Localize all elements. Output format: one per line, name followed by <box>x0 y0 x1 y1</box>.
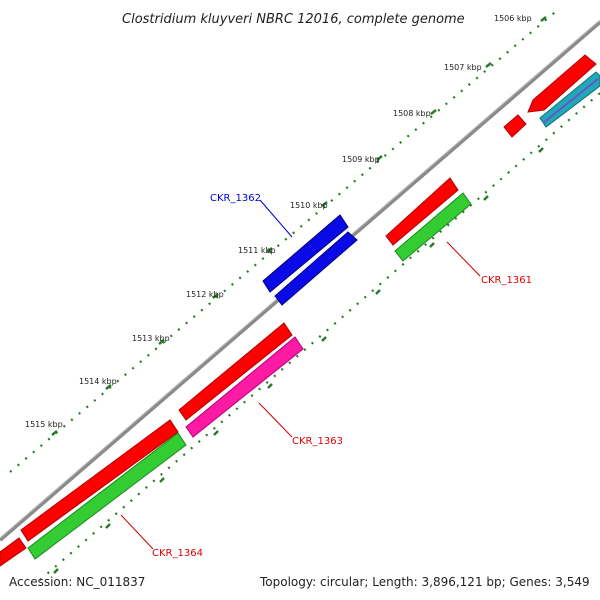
ruler-tick <box>105 384 112 390</box>
inner-ruler-major-ticks <box>53 147 544 574</box>
ruler-tick <box>321 336 327 342</box>
gene-arrow[interactable] <box>0 537 27 567</box>
gene-label-leader <box>258 402 293 438</box>
ruler-tick <box>158 339 165 345</box>
gene-label[interactable]: CKR_1364 <box>152 548 203 559</box>
tick-label: 1511 kbp <box>238 246 276 255</box>
gene-arrow[interactable] <box>185 336 304 438</box>
gene-label[interactable]: CKR_1363 <box>292 436 343 447</box>
tick-label: 1514 kbp <box>79 377 117 386</box>
gene-arrow[interactable] <box>274 231 358 306</box>
ruler-tick <box>430 109 437 115</box>
gene-ckr-1361[interactable]: CKR_1361 <box>385 177 532 286</box>
genome-summary-text: Topology: circular; Length: 3,896,121 bp… <box>259 575 590 589</box>
ruler-tick <box>53 568 59 574</box>
tick-label: 1507 kbp <box>444 63 482 72</box>
gene-partial-bottom-left[interactable] <box>0 537 27 567</box>
ruler-tick <box>540 16 547 22</box>
accession-text: Accession: NC_011837 <box>9 575 145 589</box>
gene-arrow[interactable] <box>385 177 459 246</box>
gene-ckr-1363[interactable]: CKR_1363 <box>178 322 343 447</box>
tick-label: 1512 kbp <box>186 290 224 299</box>
gene-arrow[interactable] <box>394 192 472 262</box>
ruler-tick <box>483 195 489 201</box>
tick-label: 1513 kbp <box>132 334 170 343</box>
gene-label-leader <box>259 199 293 238</box>
ruler-tick <box>376 155 383 161</box>
ruler-tick <box>213 430 219 436</box>
ruler-tick <box>51 430 58 436</box>
gene-label[interactable]: CKR_1361 <box>481 275 532 286</box>
outer-ruler-major-ticks <box>51 16 547 436</box>
gene-arrow[interactable] <box>503 114 527 138</box>
outer-ruler-dots <box>9 7 561 473</box>
gene-arrow[interactable] <box>178 322 293 421</box>
gene-label-leader <box>446 241 481 277</box>
gene-cluster-top-right[interactable] <box>503 54 600 138</box>
tick-label: 1509 kbp <box>342 155 380 164</box>
ruler-tick <box>429 242 435 248</box>
tick-label: 1510 kbp <box>290 201 328 210</box>
gene-arrow[interactable] <box>527 54 597 113</box>
gene-arrow[interactable] <box>262 214 349 293</box>
ruler-tick <box>485 62 492 68</box>
gene-arrow[interactable] <box>27 432 187 560</box>
gene-ckr-1364[interactable]: CKR_1364 <box>20 419 203 560</box>
inner-ruler <box>39 92 600 581</box>
ruler-tick <box>375 289 381 295</box>
ruler-tick <box>321 201 328 207</box>
gene-arrow[interactable] <box>20 419 179 542</box>
gene-ckr-1362[interactable]: CKR_1362 <box>210 193 358 306</box>
tick-label: 1508 kbp <box>393 109 431 118</box>
ruler-tick <box>538 147 544 153</box>
ruler-tick-labels: 1506 kbp 1507 kbp 1508 kbp 1509 kbp 1510… <box>25 14 532 429</box>
tick-label: 1506 kbp <box>494 14 532 23</box>
gene-label-leader <box>120 514 154 550</box>
genome-title: Clostridium kluyveri NBRC 12016, complet… <box>122 12 465 27</box>
outer-ruler <box>9 7 561 473</box>
ruler-tick <box>267 383 273 389</box>
gene-arrow-stripe <box>542 78 599 124</box>
ruler-tick <box>266 247 273 253</box>
inner-ruler-dots <box>39 92 600 581</box>
ruler-tick <box>212 293 219 299</box>
gene-label[interactable]: CKR_1362 <box>210 193 261 204</box>
tick-label: 1515 kbp <box>25 420 63 429</box>
ruler-tick <box>159 477 165 483</box>
ruler-tick <box>105 523 111 529</box>
